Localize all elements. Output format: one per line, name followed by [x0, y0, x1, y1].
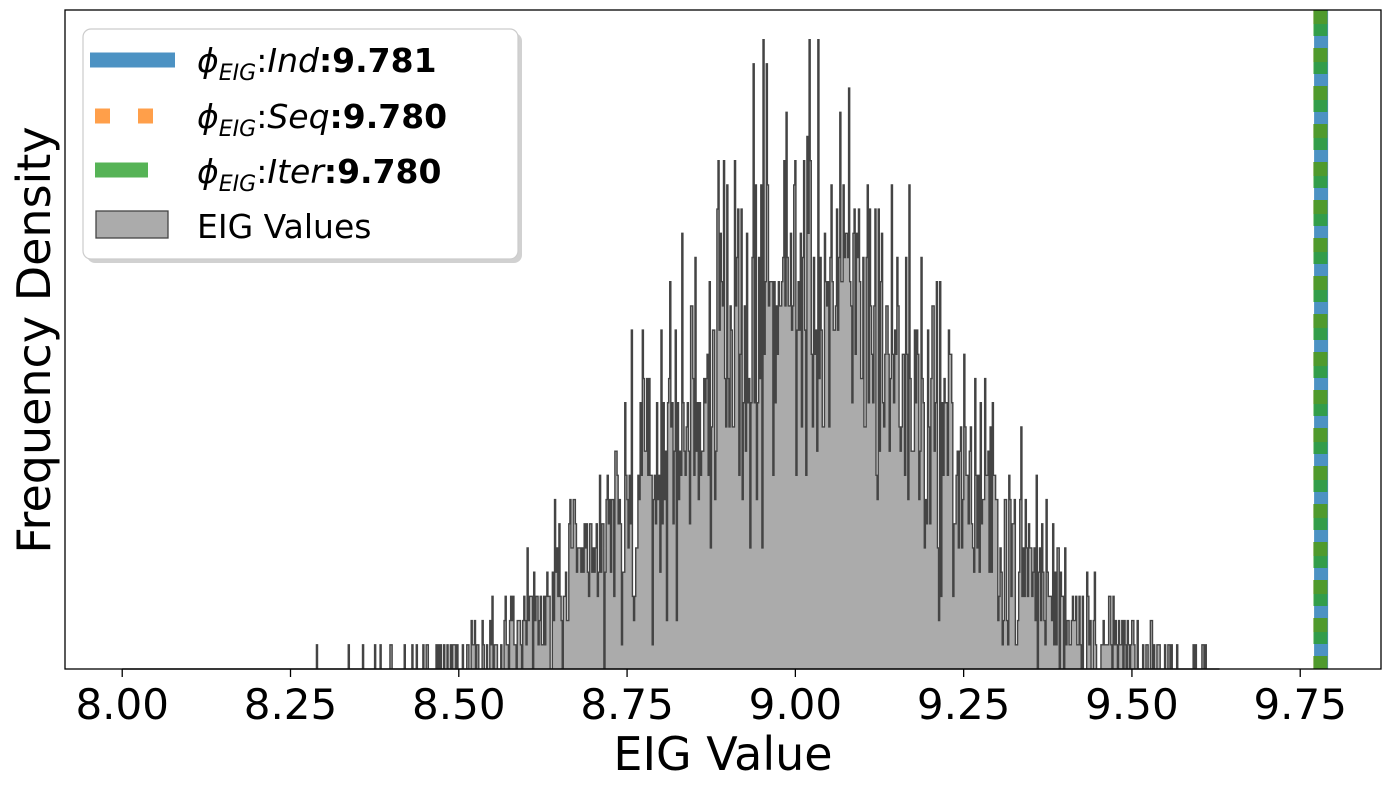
- x-tick-label: 9.50: [1085, 680, 1179, 729]
- legend-ind-method: Ind: [267, 41, 320, 80]
- x-tick-label: 8.75: [580, 680, 674, 729]
- legend-seq-symbol: ϕ: [197, 97, 219, 136]
- legend-iter-method: Iter: [267, 152, 326, 191]
- y-axis-label: Frequency Density: [7, 126, 61, 553]
- legend-handle-hist: [95, 210, 169, 239]
- legend-label-iter: ϕEIG:Iter:9.780: [197, 152, 441, 197]
- x-tick-label: 9.00: [749, 680, 843, 729]
- legend-seq-subscript: EIG: [219, 117, 256, 142]
- legend-frame: [82, 28, 519, 260]
- x-tick-label: 8.00: [75, 680, 169, 729]
- legend-label-seq: ϕEIG:Seq:9.780: [197, 97, 447, 142]
- legend-iter-subscript: EIG: [219, 172, 256, 197]
- legend-iter-symbol: ϕ: [197, 152, 219, 191]
- legend-seq-value: 9.780: [343, 97, 447, 136]
- x-tick-label: 9.75: [1253, 680, 1347, 729]
- legend-seq-method: Seq: [267, 97, 329, 136]
- legend: ϕEIG:Ind:9.781 ϕEIG:Seq:9.780 ϕEIG:Iter:…: [82, 28, 522, 263]
- legend-ind-value: 9.781: [332, 41, 436, 80]
- legend-ind-symbol: ϕ: [197, 41, 219, 80]
- vline-layer: [1313, 10, 1329, 669]
- x-axis-ticks: 8.00 8.25 8.50 8.75 9.00 9.25 9.50 9.75: [75, 669, 1347, 729]
- legend-label-hist: EIG Values: [197, 207, 371, 246]
- x-tick-label: 9.25: [917, 680, 1011, 729]
- x-tick-label: 8.50: [412, 680, 506, 729]
- legend-label-ind: ϕEIG:Ind:9.781: [197, 41, 437, 86]
- plot-frame: [64, 9, 1382, 670]
- x-tick-label: 8.25: [244, 680, 338, 729]
- x-axis-label: EIG Value: [613, 727, 832, 781]
- legend-iter-value: 9.780: [337, 152, 441, 191]
- legend-ind-subscript: EIG: [219, 61, 256, 86]
